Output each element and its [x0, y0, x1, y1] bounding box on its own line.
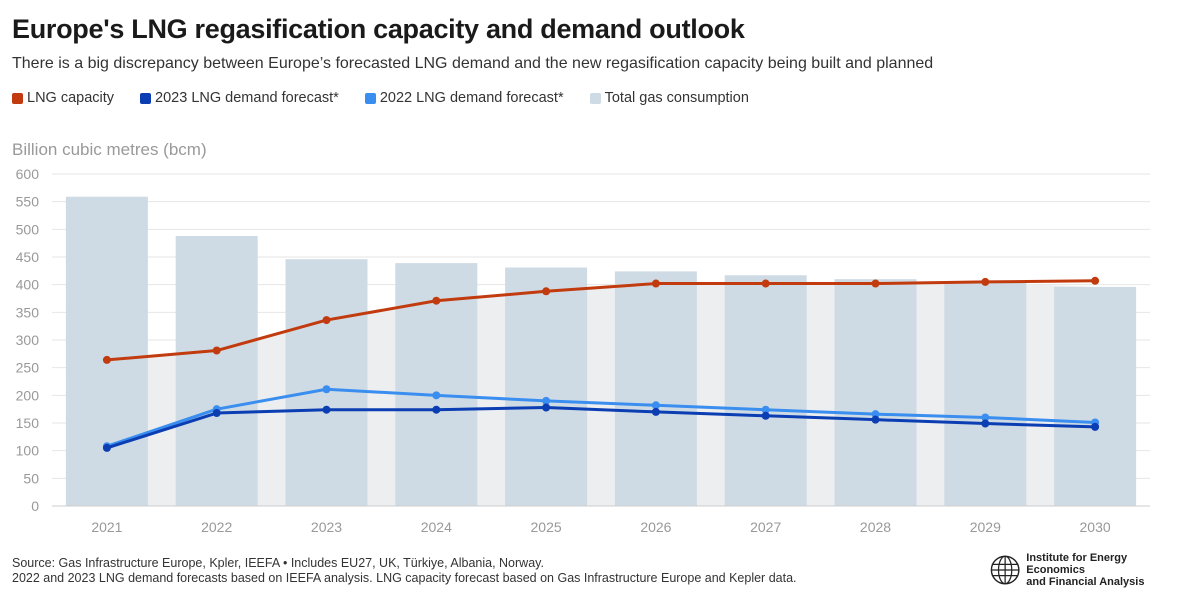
point-lng-capacity [871, 279, 880, 288]
legend-item-lng-capacity[interactable]: LNG capacity [12, 90, 114, 106]
x-tick-label: 2023 [311, 519, 342, 535]
legend-swatch [364, 92, 376, 104]
bar-total-consumption [65, 196, 148, 506]
point-2023-lng-demand-forecast [1091, 422, 1100, 431]
point-2023-lng-demand-forecast [102, 443, 111, 452]
point-2022-lng-demand-forecast [871, 410, 880, 419]
y-tick-label: 400 [16, 277, 40, 293]
legend-label: LNG capacity [27, 90, 115, 106]
bar-total-consumption [944, 283, 1027, 506]
globe-icon [990, 555, 1020, 585]
line-2022-lng-demand-forecast [106, 387, 1096, 448]
point-lng-capacity [981, 277, 990, 286]
point-lng-capacity [432, 296, 441, 305]
legend-item-total-consumption[interactable]: Total gas consumption [589, 90, 749, 106]
x-tick-label: 2028 [860, 519, 891, 535]
point-2022-lng-demand-forecast [542, 396, 551, 405]
legend-item-2022-demand[interactable]: 2022 LNG demand forecast* [364, 90, 564, 106]
footer: Source: Gas Infrastructure Europe, Kpler… [12, 556, 797, 586]
point-2022-lng-demand-forecast [651, 401, 660, 410]
point-2023-lng-demand-forecast [981, 419, 990, 428]
x-tick-label: 2022 [201, 519, 232, 535]
point-2022-lng-demand-forecast [322, 385, 331, 394]
point-2023-lng-demand-forecast [322, 405, 331, 414]
point-lng-capacity [651, 279, 660, 288]
y-tick-label: 250 [16, 360, 40, 376]
legend: LNG capacity 2023 LNG demand forecast* 2… [12, 90, 749, 106]
footer-note: 2022 and 2023 LNG demand forecasts based… [12, 571, 797, 585]
point-2023-lng-demand-forecast [651, 407, 660, 416]
x-tick-label: 2026 [640, 519, 671, 535]
bar-total-consumption [505, 267, 588, 506]
logo-text-line1: Institute for Energy Economics [1026, 552, 1128, 576]
x-tick-label: 2027 [750, 519, 781, 535]
x-tick-label: 2029 [970, 519, 1001, 535]
legend-swatch [589, 92, 601, 104]
bar-total-consumption [285, 259, 368, 506]
bar-total-consumption [1054, 286, 1137, 506]
x-tick-label: 2025 [531, 519, 562, 535]
y-tick-label: 350 [16, 304, 40, 320]
y-tick-label: 200 [16, 387, 40, 403]
y-tick-label: 0 [31, 498, 39, 514]
y-axis-label: Billion cubic metres (bcm) [12, 140, 207, 159]
legend-item-2023-demand[interactable]: 2023 LNG demand forecast* [140, 90, 339, 106]
bar-total-consumption [724, 275, 807, 506]
point-2023-lng-demand-forecast [432, 405, 441, 414]
point-2023-lng-demand-forecast [212, 409, 221, 418]
logo-text-line2: and Financial Analysis [1026, 576, 1145, 588]
legend-swatch [140, 92, 152, 104]
bar-total-consumption [614, 271, 697, 506]
point-lng-capacity [542, 287, 551, 296]
x-tick-label: 2030 [1080, 519, 1111, 535]
legend-label: 2023 LNG demand forecast* [155, 90, 339, 106]
point-2023-lng-demand-forecast [542, 403, 551, 412]
y-tick-label: 150 [16, 415, 40, 431]
y-tick-label: 300 [16, 332, 40, 348]
y-tick-label: 600 [16, 166, 40, 182]
point-lng-capacity [322, 316, 331, 325]
point-2023-lng-demand-forecast [761, 411, 770, 420]
point-2022-lng-demand-forecast [761, 405, 770, 414]
point-lng-capacity [102, 355, 111, 364]
legend-label: Total gas consumption [604, 90, 749, 106]
y-tick-label: 550 [16, 194, 40, 210]
x-tick-label: 2024 [421, 519, 452, 535]
point-2022-lng-demand-forecast [981, 413, 990, 422]
y-tick-label: 500 [16, 221, 40, 237]
legend-label: 2022 LNG demand forecast* [379, 90, 564, 106]
line-2023-lng-demand-forecast [106, 406, 1096, 450]
page-subtitle: There is a big discrepancy between Europ… [12, 55, 934, 72]
point-2022-lng-demand-forecast [432, 391, 441, 400]
ieefa-logo: Institute for Energy Economics and Finan… [990, 552, 1180, 588]
legend-swatch [12, 92, 23, 104]
point-lng-capacity [761, 279, 770, 288]
y-tick-label: 100 [16, 443, 40, 459]
chart-plot: 0 50 100 150 200 250 300 350 400 450 500 550 600 2021… [16, 166, 1150, 535]
bar-total-consumption [834, 279, 917, 506]
point-lng-capacity [212, 346, 221, 355]
bar-total-consumption [175, 235, 258, 506]
point-2023-lng-demand-forecast [871, 415, 880, 424]
x-tick-label: 2021 [91, 519, 122, 535]
footer-source: Source: Gas Infrastructure Europe, Kpler… [12, 556, 544, 570]
page-title: Europe's LNG regasification capacity and… [12, 14, 745, 44]
y-tick-label: 450 [16, 249, 40, 265]
y-tick-label: 50 [23, 470, 39, 486]
line-lng-capacity [106, 279, 1096, 362]
point-lng-capacity [1091, 276, 1100, 285]
